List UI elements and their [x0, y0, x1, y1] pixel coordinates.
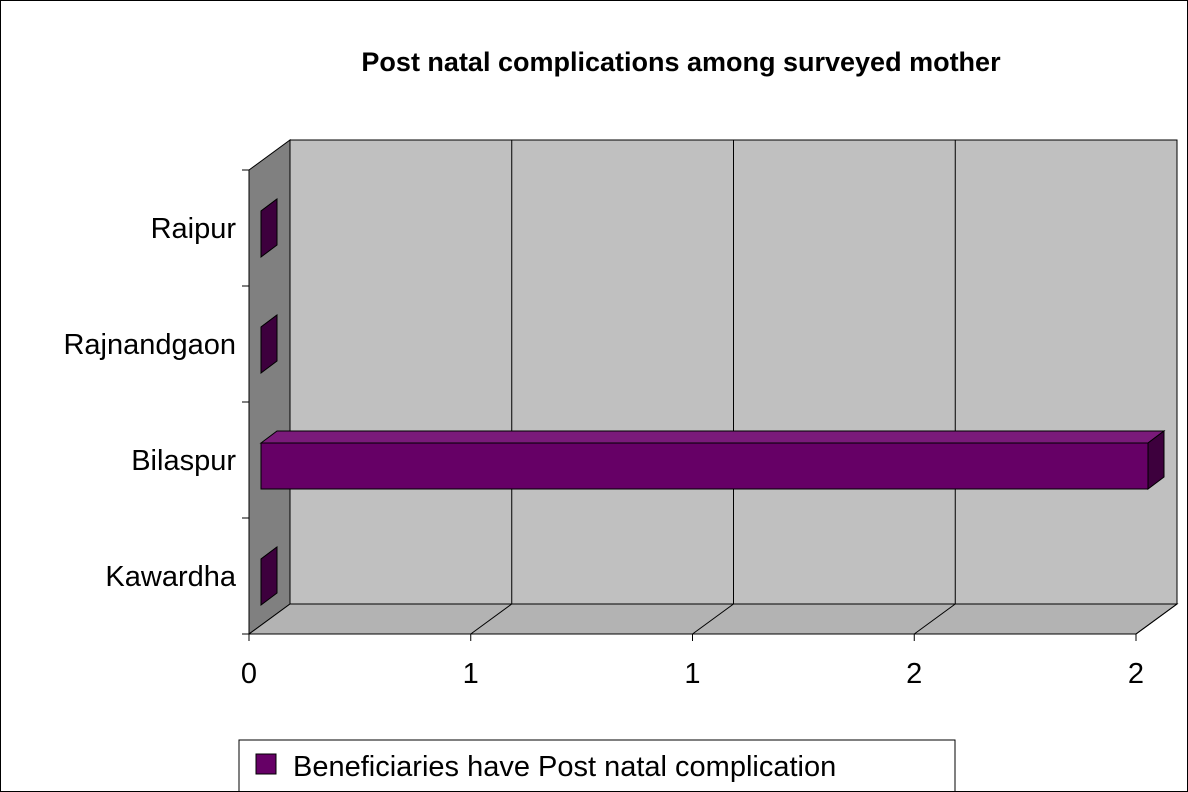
- floor-gridline: [470, 603, 513, 635]
- bar-top: [259, 430, 1166, 444]
- y-tick-label: Rajnandgaon: [63, 329, 236, 361]
- floor-gridline: [913, 603, 956, 635]
- x-tick-label: 1: [684, 658, 700, 690]
- bar: [260, 442, 1149, 490]
- bar-side: [260, 314, 278, 374]
- chart-title: Post natal complications among surveyed …: [361, 47, 1001, 77]
- y-tick-label: Kawardha: [105, 561, 236, 593]
- x-tick-label: 2: [1128, 658, 1144, 690]
- legend-swatch: [255, 753, 277, 775]
- floor-gridline: [1135, 603, 1178, 635]
- y-tick-label: Bilaspur: [131, 445, 236, 477]
- x-tick-label: 1: [463, 658, 479, 690]
- bar-side: [260, 198, 278, 258]
- plot-area: 0 1 1 2 2 Raipur Rajnandgaon Bilaspur Kawardha: [63, 139, 1179, 690]
- x-tick-label: 2: [906, 658, 922, 690]
- x-tick-label: 0: [241, 658, 257, 690]
- legend: Beneficiaries have Post natal complicati…: [238, 739, 956, 791]
- legend-label: Beneficiaries have Post natal complicati…: [293, 751, 836, 783]
- legend-box: [238, 739, 956, 791]
- bar-side: [260, 546, 278, 606]
- y-tick-label: Raipur: [151, 213, 237, 245]
- floor-gridline: [692, 603, 734, 635]
